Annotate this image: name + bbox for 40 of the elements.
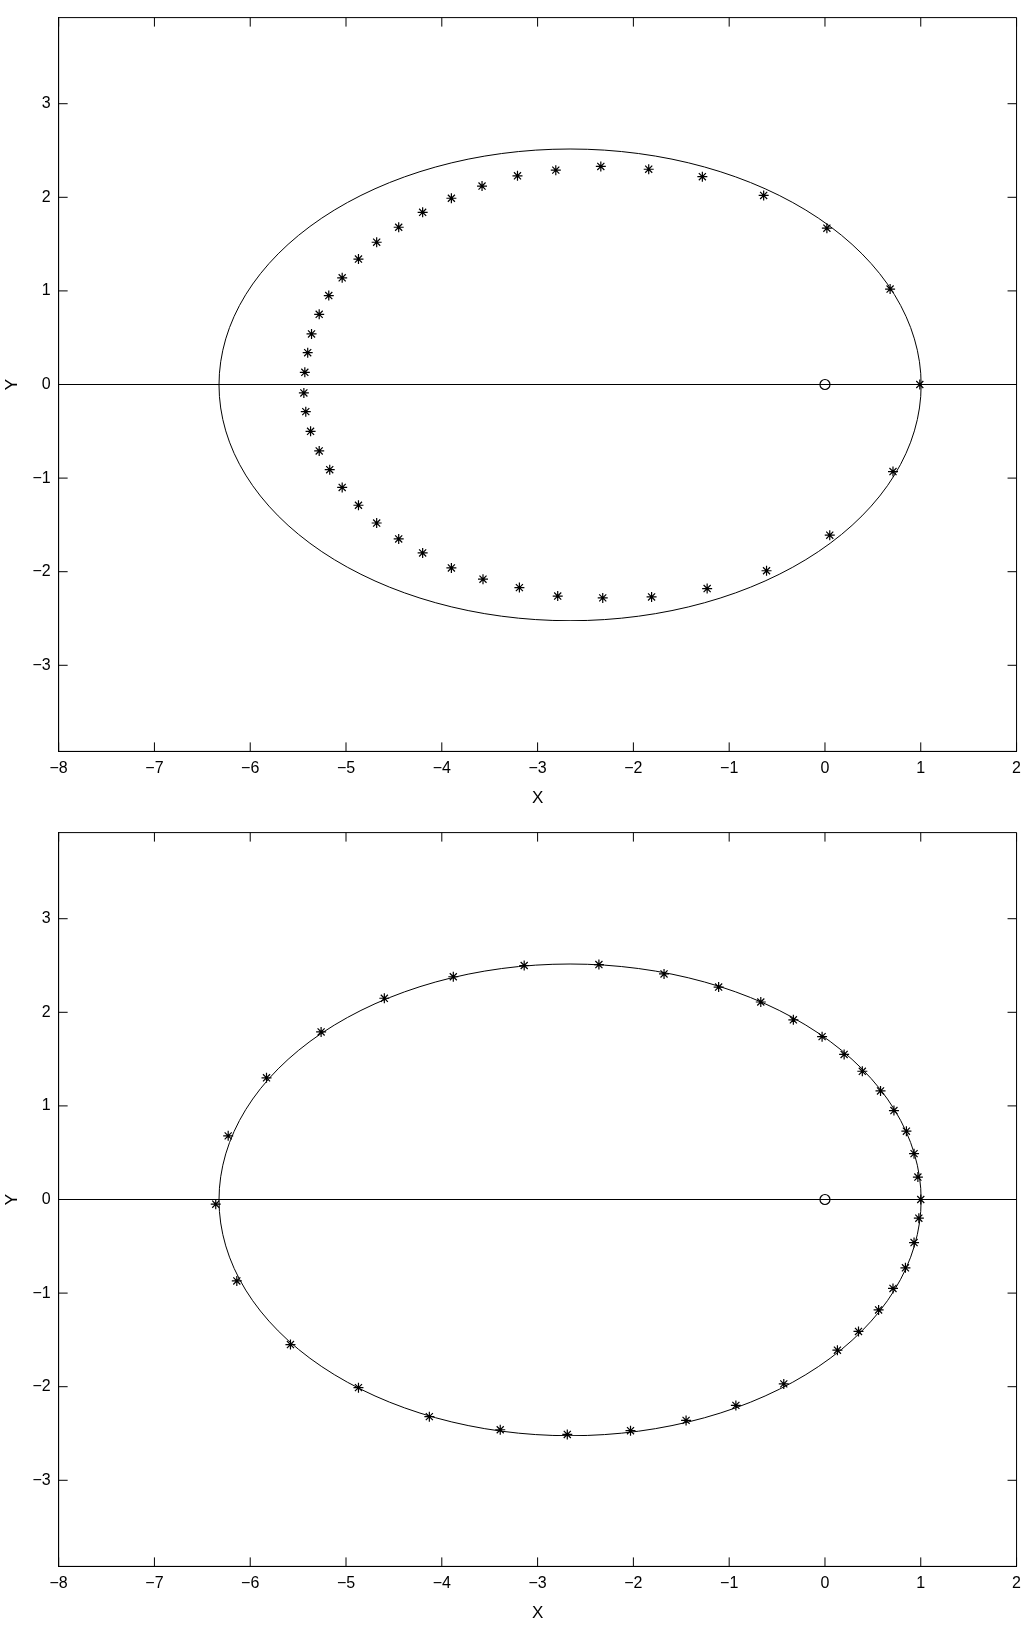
x-tick-label: −5 [336,1574,356,1592]
x-axis-title: X [531,1603,544,1623]
y-tick-label: 1 [41,281,51,299]
x-tick-label: 1 [916,759,926,777]
x-tick-label: 2 [1012,759,1022,777]
y-tick-label: −2 [32,562,51,580]
x-tick-label: −3 [528,1574,547,1592]
y-tick-label: −3 [32,1470,51,1488]
x-tick-label: −4 [432,759,452,777]
x-tick-label: −7 [145,1574,164,1592]
x-tick-label: 2 [1012,1574,1022,1592]
x-axis-title: X [531,788,544,808]
x-tick-label: −8 [49,1574,68,1592]
x-tick-label: −5 [336,759,356,777]
y-tick-label: 2 [41,1002,51,1020]
x-tick-label: −2 [624,1574,643,1592]
x-tick-label: −1 [720,759,739,777]
x-tick-label: −8 [49,759,68,777]
x-tick-label: −1 [720,1574,739,1592]
y-tick-label: 0 [41,374,51,392]
y-tick-label: −2 [32,1377,51,1395]
y-tick-label: −1 [32,468,51,486]
y-tick-label: 1 [41,1096,51,1114]
x-tick-label: 0 [820,1574,830,1592]
y-tick-label: 0 [41,1189,51,1207]
y-axis-title: Y [1,1193,21,1206]
x-tick-label: 0 [820,759,830,777]
y-tick-label: 3 [41,909,51,927]
y-tick-label: −3 [32,655,51,673]
x-tick-label: −3 [528,759,547,777]
x-tick-label: −6 [241,759,260,777]
y-tick-label: 2 [41,187,51,205]
x-tick-label: −4 [432,1574,452,1592]
y-tick-label: −1 [32,1283,51,1301]
y-axis-title: Y [1,378,21,391]
x-tick-label: 1 [916,1574,926,1592]
y-tick-label: 3 [41,94,51,112]
x-tick-label: −2 [624,759,643,777]
x-tick-label: −7 [145,759,164,777]
x-tick-label: −6 [241,1574,260,1592]
